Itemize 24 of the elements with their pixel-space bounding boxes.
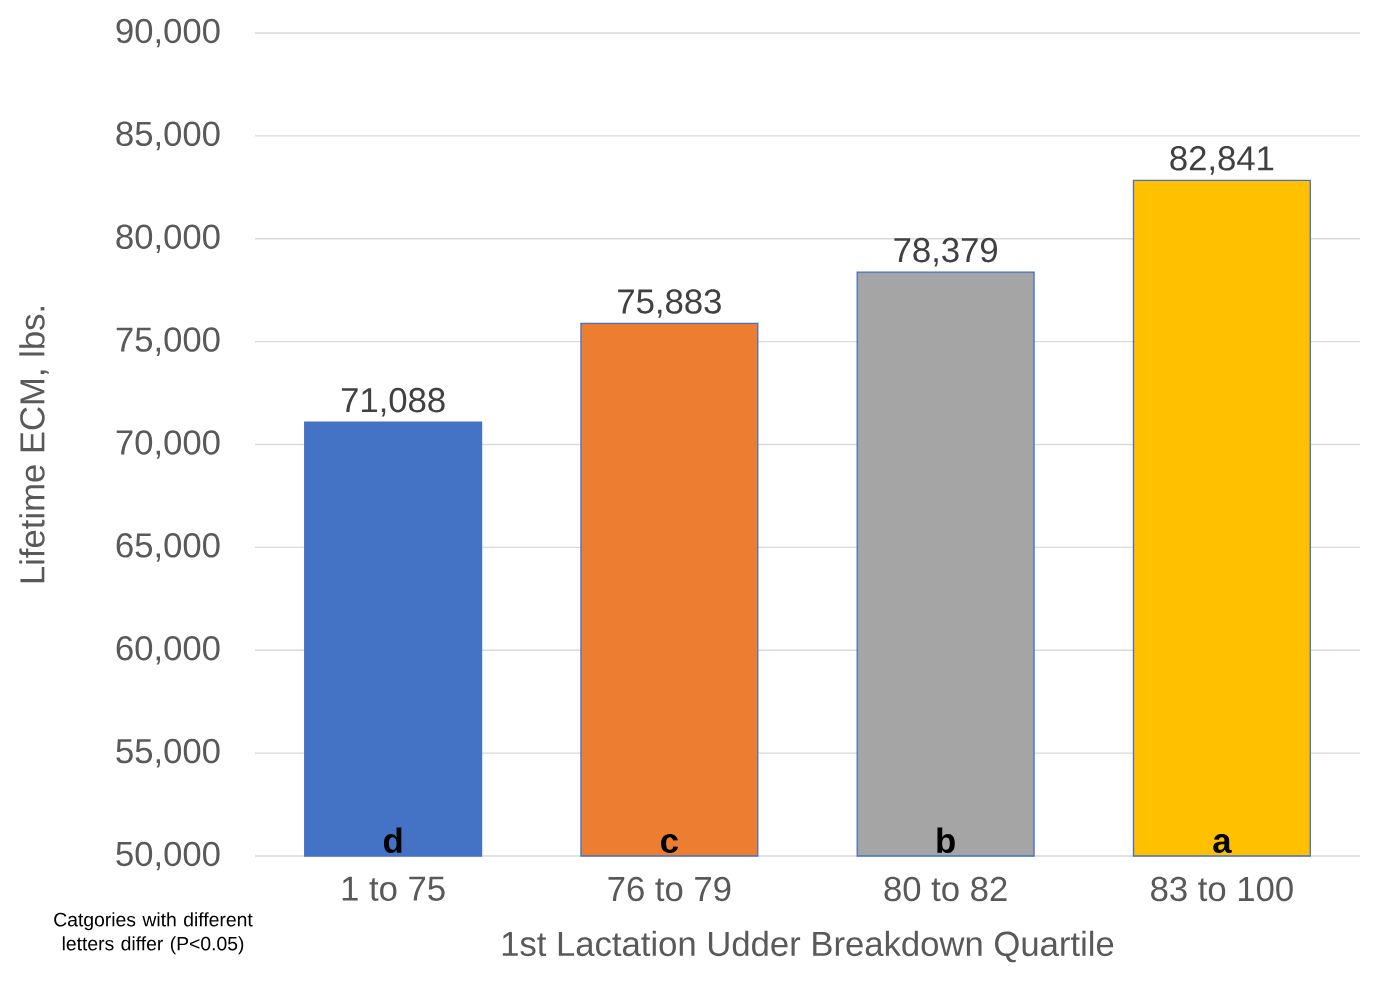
x-tick-label: 83 to 100: [1151, 876, 1293, 902]
y-tick-label: 75,000: [116, 327, 220, 356]
x-axis-title: 1st Lactation Udder Breakdown Quartile: [502, 930, 1114, 963]
annotation: d: [383, 827, 402, 854]
x-tick-label: 1 to 75: [342, 876, 445, 901]
y-tick-label: 70,000: [116, 430, 220, 459]
y-tick-label: 60,000: [116, 635, 220, 665]
y-tick-label: 85,000: [116, 121, 220, 151]
annotation: b: [937, 827, 955, 854]
x-tick-label: 76 to 79: [608, 876, 731, 902]
y-axis-title: Lifetime ECM, lbs.: [19, 307, 49, 583]
text: Catgories with different letters differ (P<0.05): [54, 912, 253, 955]
y-tick-label: 80,000: [116, 224, 220, 254]
annotation: a: [1213, 834, 1232, 854]
annotation: c: [661, 834, 679, 854]
y-tick-label: 55,000: [116, 738, 220, 768]
y-tick-label: 90,000: [116, 18, 220, 48]
data-label: 71,088: [341, 387, 445, 417]
x-tick-label: 80 to 82: [884, 876, 1007, 902]
data-label: 78,379: [894, 237, 997, 267]
y-tick-label: 50,000: [116, 841, 220, 871]
data-label: 82,841: [1170, 146, 1274, 175]
y-tick-label: 65,000: [116, 533, 220, 562]
data-label: 75,883: [618, 289, 721, 318]
